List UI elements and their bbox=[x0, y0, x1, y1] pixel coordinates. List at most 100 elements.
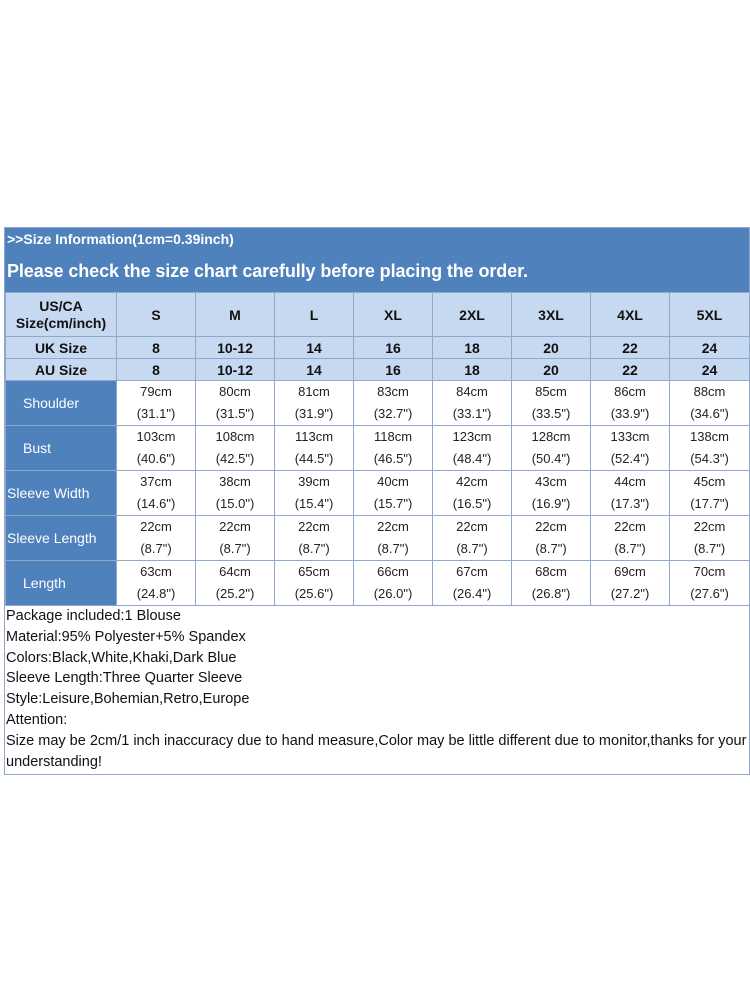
cm-value: 22cm bbox=[377, 519, 409, 534]
inch-value: (33.9") bbox=[610, 406, 650, 421]
inch-value: (48.4") bbox=[452, 451, 492, 466]
uk-size-cell-1: 10-12 bbox=[195, 336, 275, 359]
cm-value: 83cm bbox=[377, 384, 409, 399]
uk-size-cell-4: 18 bbox=[432, 336, 512, 359]
bust-value-0: 103cm (40.6") bbox=[116, 425, 196, 471]
size-header-2: L bbox=[274, 292, 354, 337]
attention-label: Attention: bbox=[6, 711, 68, 728]
sleeve-length-value-1: 22cm (8.7") bbox=[195, 515, 275, 561]
cm-value: 22cm bbox=[693, 519, 726, 534]
length-value-2: 65cm (25.6") bbox=[274, 560, 354, 606]
cm-value: 22cm bbox=[219, 519, 251, 534]
sleeve-width-value-3: 40cm (15.7") bbox=[353, 470, 433, 516]
inch-value: (16.5") bbox=[452, 496, 492, 511]
bust-value-2: 113cm (44.5") bbox=[274, 425, 354, 471]
us-size-label-line2: Size(cm/inch) bbox=[15, 314, 107, 331]
sleeve-length-value-7: 22cm (8.7") bbox=[669, 515, 750, 561]
uk-size-cell-5: 20 bbox=[511, 336, 591, 359]
au-size-cell-0: 8 bbox=[116, 358, 196, 381]
cm-value: 67cm bbox=[456, 564, 488, 579]
sleeve-width-label: Sleeve Width bbox=[5, 470, 117, 516]
cm-value: 88cm bbox=[693, 384, 726, 399]
inch-value: (8.7") bbox=[219, 541, 251, 556]
product-info: Package included:1 Blouse Material:95% P… bbox=[5, 606, 749, 774]
shoulder-value-2: 81cm (31.9") bbox=[274, 380, 354, 426]
cm-value: 65cm bbox=[298, 564, 330, 579]
cm-value: 68cm bbox=[535, 564, 567, 579]
au-size-row: AU Size 8 10-12 14 16 18 20 22 24 bbox=[5, 358, 750, 381]
cm-value: 128cm bbox=[531, 429, 571, 444]
inch-value: (8.7") bbox=[693, 541, 726, 556]
size-header-1: M bbox=[195, 292, 275, 337]
bust-value-1: 108cm (42.5") bbox=[195, 425, 275, 471]
length-value-7: 70cm (27.6") bbox=[669, 560, 750, 606]
us-size-label: US/CA Size(cm/inch) bbox=[5, 292, 117, 337]
inch-value: (44.5") bbox=[294, 451, 334, 466]
inch-value: (25.6") bbox=[294, 586, 334, 601]
size-header-3: XL bbox=[353, 292, 433, 337]
au-size-cell-2: 14 bbox=[274, 358, 354, 381]
sleeve-width-value-6: 44cm (17.3") bbox=[590, 470, 670, 516]
style-info: Style:Leisure,Bohemian,Retro,Europe bbox=[6, 691, 250, 708]
sleeve-length-info: Sleeve Length:Three Quarter Sleeve bbox=[6, 670, 243, 687]
length-label: Length bbox=[5, 560, 117, 606]
bust-value-7: 138cm (54.3") bbox=[669, 425, 750, 471]
sleeve-width-value-2: 39cm (15.4") bbox=[274, 470, 354, 516]
length-value-3: 66cm (26.0") bbox=[353, 560, 433, 606]
inch-value: (31.5") bbox=[215, 406, 255, 421]
cm-value: 118cm bbox=[373, 429, 413, 444]
shoulder-value-4: 84cm (33.1") bbox=[432, 380, 512, 426]
cm-value: 37cm bbox=[140, 474, 172, 489]
au-size-cell-1: 10-12 bbox=[195, 358, 275, 381]
cm-value: 84cm bbox=[456, 384, 488, 399]
size-header-5: 3XL bbox=[511, 292, 591, 337]
inch-value: (32.7") bbox=[373, 406, 413, 421]
au-size-cell-7: 24 bbox=[669, 358, 750, 381]
cm-value: 123cm bbox=[452, 429, 492, 444]
cm-value: 42cm bbox=[456, 474, 488, 489]
measurement-disclaimer: Size may be 2cm/1 inch inaccuracy due to… bbox=[6, 732, 747, 770]
inch-value: (15.0") bbox=[215, 496, 255, 511]
shoulder-value-6: 86cm (33.9") bbox=[590, 380, 670, 426]
measurement-row-sleeve-length: Sleeve Length 22cm (8.7") 22cm (8.7") 22cm (8.… bbox=[5, 515, 750, 561]
inch-value: (8.7") bbox=[535, 541, 567, 556]
inch-value: (52.4") bbox=[610, 451, 650, 466]
inch-value: (8.7") bbox=[140, 541, 172, 556]
inch-value: (27.2") bbox=[610, 586, 650, 601]
length-value-1: 64cm (25.2") bbox=[195, 560, 275, 606]
cm-value: 138cm bbox=[689, 429, 730, 444]
uk-size-cell-0: 8 bbox=[116, 336, 196, 359]
inch-value: (16.9") bbox=[531, 496, 571, 511]
cm-value: 22cm bbox=[456, 519, 488, 534]
cm-value: 64cm bbox=[219, 564, 251, 579]
au-size-cell-6: 22 bbox=[590, 358, 670, 381]
shoulder-value-1: 80cm (31.5") bbox=[195, 380, 275, 426]
shoulder-value-3: 83cm (32.7") bbox=[353, 380, 433, 426]
bust-value-4: 123cm (48.4") bbox=[432, 425, 512, 471]
inch-value: (8.7") bbox=[377, 541, 409, 556]
uk-size-cell-3: 16 bbox=[353, 336, 433, 359]
uk-size-label: UK Size bbox=[5, 336, 117, 359]
size-header-4: 2XL bbox=[432, 292, 512, 337]
sleeve-width-value-1: 38cm (15.0") bbox=[195, 470, 275, 516]
inch-value: (8.7") bbox=[298, 541, 330, 556]
cm-value: 66cm bbox=[377, 564, 409, 579]
inch-value: (25.2") bbox=[215, 586, 255, 601]
uk-size-cell-6: 22 bbox=[590, 336, 670, 359]
cm-value: 44cm bbox=[614, 474, 646, 489]
size-notice-banner: Please check the size chart carefully be… bbox=[5, 250, 749, 292]
inch-value: (31.1") bbox=[136, 406, 176, 421]
inch-value: (27.6") bbox=[690, 586, 729, 601]
inch-value: (42.5") bbox=[215, 451, 255, 466]
size-header-6: 4XL bbox=[590, 292, 670, 337]
inch-value: (54.3") bbox=[690, 451, 729, 466]
sleeve-width-value-4: 42cm (16.5") bbox=[432, 470, 512, 516]
shoulder-value-5: 85cm (33.5") bbox=[511, 380, 591, 426]
inch-value: (8.7") bbox=[614, 541, 646, 556]
cm-value: 133cm bbox=[610, 429, 650, 444]
cm-value: 86cm bbox=[614, 384, 646, 399]
sleeve-width-value-5: 43cm (16.9") bbox=[511, 470, 591, 516]
cm-value: 108cm bbox=[215, 429, 255, 444]
bust-value-5: 128cm (50.4") bbox=[511, 425, 591, 471]
inch-value: (26.0") bbox=[373, 586, 413, 601]
